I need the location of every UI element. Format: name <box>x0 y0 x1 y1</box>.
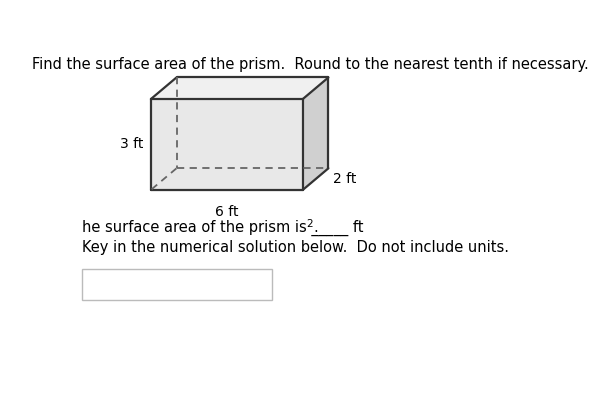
Text: .: . <box>313 220 318 235</box>
Text: 2 ft: 2 ft <box>333 172 356 186</box>
Text: he surface area of the prism is _____ ft: he surface area of the prism is _____ ft <box>82 220 364 236</box>
Polygon shape <box>151 99 303 190</box>
Polygon shape <box>303 78 328 190</box>
Bar <box>82 269 272 300</box>
Polygon shape <box>151 78 328 99</box>
Text: 3 ft: 3 ft <box>120 137 143 151</box>
Text: Key in the numerical solution below.  Do not include units.: Key in the numerical solution below. Do … <box>82 240 509 255</box>
Text: Find the surface area of the prism.  Round to the nearest tenth if necessary.: Find the surface area of the prism. Roun… <box>32 57 589 72</box>
Text: 6 ft: 6 ft <box>215 205 239 219</box>
Text: 2: 2 <box>307 219 313 229</box>
